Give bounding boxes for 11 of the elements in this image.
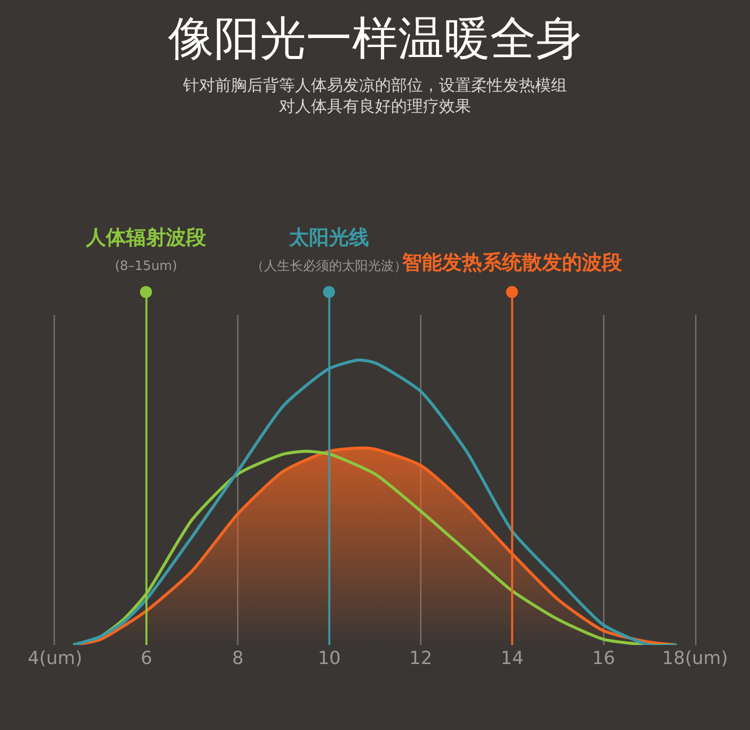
x-tick-label: 10	[318, 648, 341, 669]
x-tick-label: 4(um)	[28, 648, 82, 669]
chart-subtitle: 针对前胸后背等人体易发凉的部位，设置柔性发热模组对人体具有良好的理疗效果	[182, 76, 567, 116]
x-tick-label: 12	[409, 648, 432, 669]
x-tick-label: 18(um)	[662, 648, 728, 669]
x-tick-label: 8	[232, 648, 244, 669]
chart-title: 像阳光一样温暖全身	[168, 11, 582, 66]
x-tick-label: 16	[592, 648, 616, 669]
ref-line-label: 人体辐射波段(8–15um)	[85, 225, 207, 274]
x-tick-label: 6	[140, 648, 152, 669]
x-tick-label: 14	[500, 648, 524, 669]
